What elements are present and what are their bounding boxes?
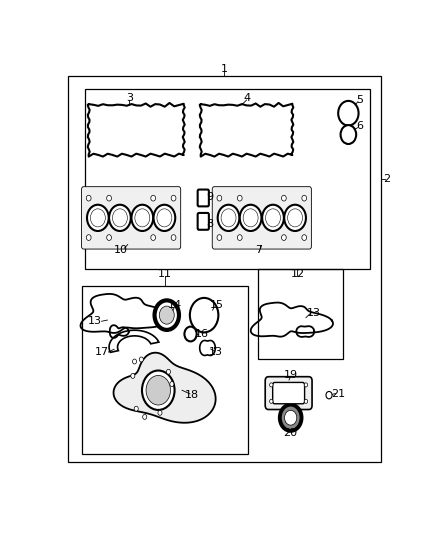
Text: 16: 16 — [194, 329, 208, 339]
Bar — [85, 88, 371, 269]
Circle shape — [190, 298, 219, 333]
Bar — [258, 269, 343, 359]
Circle shape — [135, 209, 150, 227]
Text: 2: 2 — [383, 174, 390, 184]
FancyBboxPatch shape — [81, 187, 181, 249]
Circle shape — [107, 235, 111, 240]
Circle shape — [86, 195, 91, 201]
FancyBboxPatch shape — [198, 190, 209, 206]
Text: 17: 17 — [95, 347, 110, 357]
Bar — [82, 286, 248, 454]
Circle shape — [134, 406, 138, 411]
Circle shape — [218, 205, 240, 231]
Circle shape — [280, 405, 301, 431]
Circle shape — [284, 205, 306, 231]
Text: 15: 15 — [210, 300, 224, 310]
FancyBboxPatch shape — [198, 213, 209, 230]
Text: 5: 5 — [356, 95, 363, 105]
Circle shape — [158, 410, 162, 415]
Circle shape — [107, 195, 111, 201]
Circle shape — [155, 301, 179, 330]
Circle shape — [338, 101, 359, 125]
Circle shape — [90, 209, 105, 227]
Circle shape — [270, 399, 273, 403]
Circle shape — [109, 205, 131, 231]
FancyBboxPatch shape — [212, 187, 311, 249]
Text: 12: 12 — [290, 269, 304, 279]
Circle shape — [262, 205, 284, 231]
Text: 13: 13 — [307, 308, 321, 318]
Text: 1: 1 — [221, 64, 228, 74]
Circle shape — [132, 359, 137, 364]
Circle shape — [240, 205, 261, 231]
Circle shape — [159, 306, 174, 324]
Circle shape — [304, 399, 307, 403]
Text: 9: 9 — [207, 191, 214, 201]
Polygon shape — [109, 330, 159, 352]
Text: 13: 13 — [88, 316, 102, 326]
Circle shape — [270, 383, 273, 387]
Circle shape — [171, 195, 176, 201]
Circle shape — [86, 235, 91, 240]
Circle shape — [143, 415, 147, 419]
Circle shape — [171, 235, 176, 240]
Text: 11: 11 — [158, 269, 172, 279]
Text: 6: 6 — [356, 122, 363, 131]
Circle shape — [265, 209, 280, 227]
Circle shape — [282, 195, 286, 201]
Circle shape — [146, 375, 170, 405]
Text: 18: 18 — [185, 390, 199, 400]
Circle shape — [217, 235, 222, 240]
Text: 4: 4 — [243, 93, 250, 103]
Circle shape — [237, 235, 242, 240]
Circle shape — [87, 205, 109, 231]
Text: 8: 8 — [207, 219, 214, 229]
Text: 20: 20 — [284, 429, 298, 438]
FancyBboxPatch shape — [265, 377, 312, 409]
Circle shape — [154, 205, 175, 231]
Circle shape — [131, 374, 135, 378]
Circle shape — [166, 369, 170, 374]
Circle shape — [282, 235, 286, 240]
Circle shape — [326, 391, 332, 399]
Circle shape — [113, 209, 127, 227]
Text: 7: 7 — [255, 245, 262, 255]
Circle shape — [243, 209, 258, 227]
Text: 19: 19 — [284, 370, 298, 379]
Text: 13: 13 — [209, 348, 223, 358]
Text: 21: 21 — [332, 389, 346, 399]
Circle shape — [142, 370, 175, 410]
Polygon shape — [113, 353, 215, 423]
Circle shape — [131, 205, 153, 231]
Text: 3: 3 — [126, 93, 133, 103]
Text: 14: 14 — [168, 300, 182, 310]
Circle shape — [302, 235, 307, 240]
Circle shape — [184, 327, 197, 342]
Circle shape — [285, 410, 297, 425]
Circle shape — [221, 209, 236, 227]
Circle shape — [157, 209, 172, 227]
Circle shape — [237, 195, 242, 201]
Circle shape — [139, 357, 143, 362]
Circle shape — [302, 195, 307, 201]
Circle shape — [288, 209, 303, 227]
Circle shape — [217, 195, 222, 201]
Circle shape — [151, 195, 155, 201]
Circle shape — [151, 235, 155, 240]
Circle shape — [341, 125, 356, 144]
FancyBboxPatch shape — [273, 383, 304, 404]
Circle shape — [304, 383, 307, 387]
Text: 10: 10 — [114, 245, 128, 255]
Circle shape — [170, 382, 174, 386]
